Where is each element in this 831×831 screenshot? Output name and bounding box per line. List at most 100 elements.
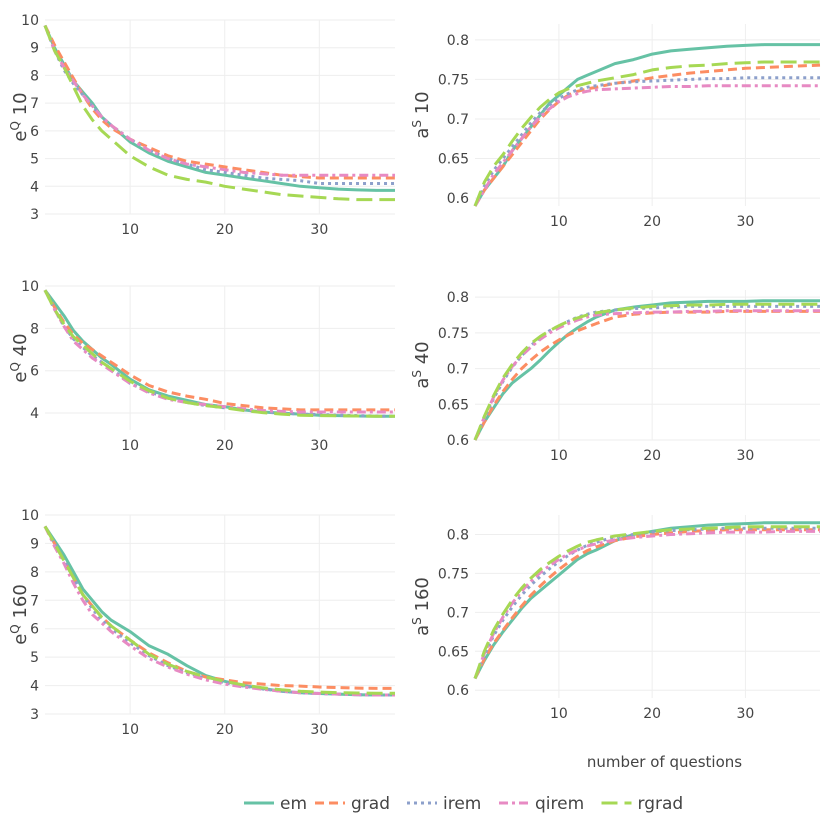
y-tick-label: 0.8 — [447, 290, 469, 306]
y-tick-label: 9 — [30, 41, 39, 57]
legend-label: em — [280, 794, 307, 814]
series-line-em — [473, 43, 820, 207]
y-tick-label: 0.7 — [447, 112, 469, 128]
series-line-rgrad — [473, 302, 820, 441]
y-tick-label: 0.7 — [447, 605, 469, 621]
y-axis-label: aS 10 — [410, 91, 433, 138]
x-tick-label: 30 — [310, 722, 328, 738]
series-line-rgrad — [43, 24, 395, 202]
y-tick-label: 6 — [30, 364, 39, 380]
series-line-grad — [473, 309, 820, 441]
x-tick-label: 10 — [121, 438, 139, 454]
y-axis-label: eQ 40 — [8, 333, 31, 382]
series-line-irem — [473, 76, 820, 207]
y-tick-label: 0.75 — [438, 72, 469, 88]
x-tick-label: 20 — [643, 448, 661, 464]
panel-aS160: 10 20 30 0.6 0.65 0.7 0.75 0.8 aS 160 number of q… — [410, 515, 820, 771]
series-line-irem — [43, 24, 395, 185]
series-line-grad — [43, 289, 395, 412]
series-line-qirem — [43, 289, 395, 414]
series-line-grad — [43, 24, 395, 180]
y-tick-label: 10 — [21, 279, 39, 295]
series-line-qirem — [473, 529, 820, 680]
y-tick-label: 0.75 — [438, 326, 469, 342]
panel-eQ40: 10 20 30 4 6 8 10 eQ 40 — [8, 279, 396, 454]
y-tick-label: 6 — [30, 622, 39, 638]
panel-aS40: 10 20 30 0.6 0.65 0.7 0.75 0.8 aS 40 — [410, 290, 820, 464]
series-line-rgrad — [473, 525, 820, 679]
series-line-grad — [473, 528, 820, 680]
y-tick-label: 4 — [30, 179, 39, 195]
y-tick-label: 8 — [30, 565, 39, 581]
y-tick-label: 0.6 — [447, 191, 469, 207]
legend-item-irem[interactable]: irem — [407, 794, 481, 814]
panel-eQ160: 10 20 30 3 4 5 6 7 8 9 10 eQ 160 — [8, 508, 395, 738]
y-tick-label: 8 — [30, 321, 39, 337]
series-line-rgrad — [43, 525, 395, 695]
legend-label: qirem — [535, 794, 584, 814]
y-axis-label: eQ 160 — [8, 584, 31, 645]
x-tick-label: 30 — [736, 448, 754, 464]
series-line-qirem — [43, 24, 395, 177]
legend-label: grad — [351, 794, 390, 814]
y-tick-label: 0.65 — [438, 152, 469, 168]
y-tick-label: 4 — [30, 679, 39, 695]
y-tick-label: 9 — [30, 536, 39, 552]
series-line-qirem — [473, 84, 820, 207]
x-tick-label: 10 — [121, 222, 139, 238]
y-tick-label: 0.75 — [438, 566, 469, 582]
legend-item-rgrad[interactable]: rgrad — [601, 794, 684, 814]
y-axis-label: eQ 10 — [8, 92, 31, 141]
y-tick-label: 0.8 — [447, 33, 469, 49]
legend-item-em[interactable]: em — [244, 794, 307, 814]
y-tick-label: 4 — [30, 406, 39, 422]
series-line-rgrad — [43, 289, 395, 418]
y-tick-label: 8 — [30, 68, 39, 84]
y-tick-label: 10 — [21, 13, 39, 29]
x-tick-label: 10 — [550, 448, 568, 464]
x-tick-label: 20 — [216, 438, 234, 454]
legend-item-qirem[interactable]: qirem — [499, 794, 584, 814]
y-tick-label: 7 — [30, 96, 39, 112]
series-line-rgrad — [473, 60, 820, 207]
x-tick-label: 20 — [643, 706, 661, 722]
y-tick-label: 3 — [30, 707, 39, 723]
y-tick-label: 10 — [21, 508, 39, 524]
legend-label: rgrad — [638, 794, 684, 814]
x-tick-label: 10 — [121, 722, 139, 738]
series-line-em — [43, 289, 395, 418]
y-axis-label: aS 40 — [410, 341, 433, 388]
y-tick-label: 7 — [30, 593, 39, 609]
y-tick-label: 0.7 — [447, 362, 469, 378]
series-line-grad — [473, 63, 821, 207]
series-line-em — [473, 521, 820, 680]
series-line-irem — [43, 289, 396, 418]
y-tick-label: 0.65 — [438, 644, 469, 660]
legend: em grad irem qirem rgrad — [244, 794, 683, 814]
x-tick-label: 30 — [310, 438, 328, 454]
x-tick-label: 20 — [643, 214, 661, 230]
x-tick-label: 10 — [550, 214, 568, 230]
y-tick-label: 6 — [30, 124, 39, 140]
series-line-em — [473, 299, 820, 441]
x-tick-label: 30 — [310, 222, 328, 238]
y-tick-label: 3 — [30, 207, 39, 223]
x-tick-label: 20 — [216, 222, 234, 238]
y-tick-label: 5 — [30, 650, 39, 666]
panel-aS10: 10 20 30 0.6 0.65 0.7 0.75 0.8 aS 10 — [410, 24, 821, 230]
y-tick-label: 0.8 — [447, 527, 469, 543]
x-axis-label: number of questions — [587, 753, 742, 771]
legend-label: irem — [443, 794, 481, 814]
panel-eQ10: 10 20 30 3 4 5 6 7 8 9 10 eQ 10 — [8, 13, 395, 238]
y-tick-label: 5 — [30, 152, 39, 168]
x-tick-label: 10 — [550, 706, 568, 722]
y-tick-label: 0.6 — [447, 433, 469, 449]
series-line-qirem — [473, 309, 820, 441]
y-tick-label: 0.65 — [438, 397, 469, 413]
x-tick-label: 30 — [736, 214, 754, 230]
x-tick-label: 30 — [736, 706, 754, 722]
legend-item-grad[interactable]: grad — [315, 794, 390, 814]
y-axis-label: aS 160 — [410, 577, 433, 636]
y-tick-label: 0.6 — [447, 683, 469, 699]
